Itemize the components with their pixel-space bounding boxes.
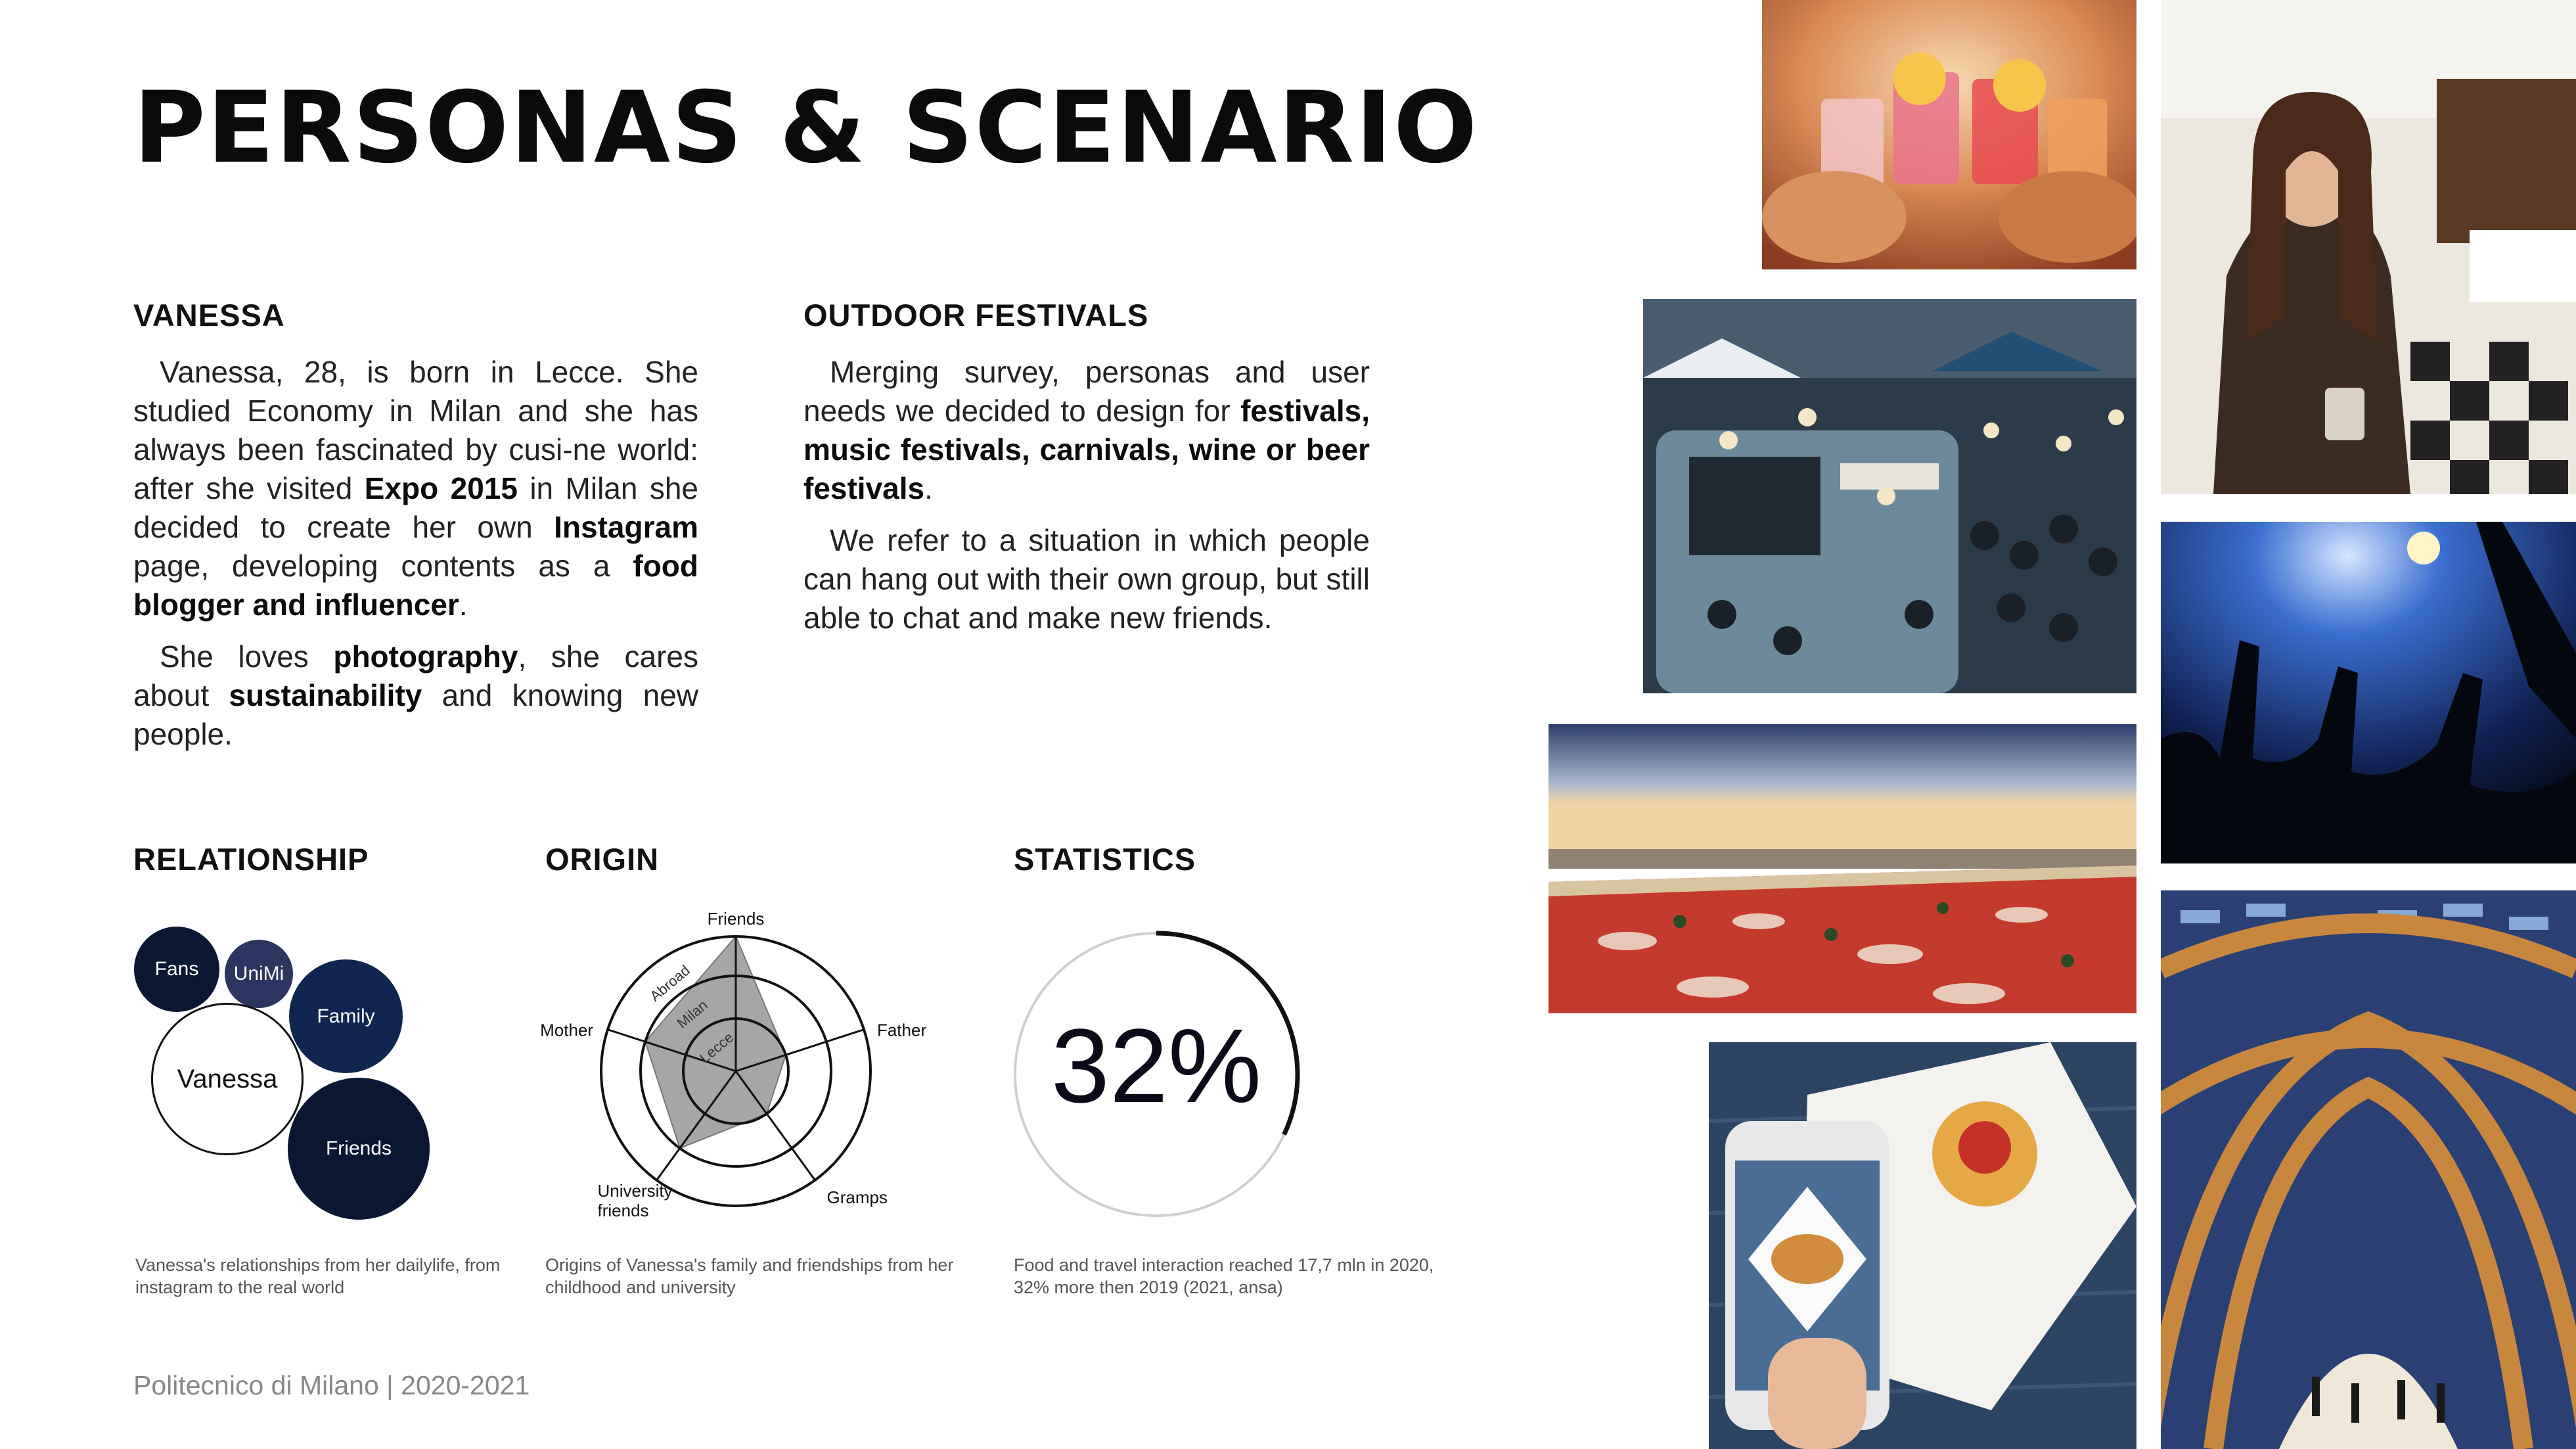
body-text: and knowing new people. xyxy=(133,678,698,751)
emphasis-text: festivals, music festivals, carnivals, w… xyxy=(803,394,1370,505)
statistics-caption: Food and travel interaction reached 17,7… xyxy=(1014,1255,1434,1297)
statistics-value: 32% xyxy=(1051,1007,1261,1124)
page-title: PERSONAS & SCENARIO xyxy=(133,71,1479,185)
bubble-family: Family xyxy=(289,959,403,1073)
persona-paragraph-2: She loves photography, she cares about s… xyxy=(133,637,698,754)
cafe-portrait-photo xyxy=(2161,0,2576,494)
radar-axis-label: Friends xyxy=(708,909,765,929)
scenario-heading: OUTDOOR FESTIVALS xyxy=(803,298,1149,333)
progress-arc xyxy=(1156,931,1300,1136)
radar-axis-label: Gramps xyxy=(826,1187,887,1207)
statistics-progress-ring: 32% xyxy=(1014,931,1300,1217)
origin-radar-chart: AbroadMilanLecceFriendsFatherGrampsUnive… xyxy=(540,909,926,1220)
bubble-vanessa: Vanessa xyxy=(151,1003,304,1155)
origin-heading: ORIGIN xyxy=(545,842,660,877)
emphasis-text: food blogger and influencer xyxy=(133,549,698,622)
radar-spoke xyxy=(607,1028,736,1072)
relationship-heading: RELATIONSHIP xyxy=(133,842,369,877)
expo-pavilion-photo xyxy=(2161,890,2576,1449)
scenario-paragraph-2: We refer to a situation in which people … xyxy=(803,521,1370,637)
bubble-unimi: UniMi xyxy=(225,940,293,1008)
body-text: Vanessa, 28, is born in Lecce. She studi… xyxy=(133,355,698,505)
persona-heading: VANESSA xyxy=(133,298,285,333)
radar-spoke xyxy=(734,1070,816,1181)
scenario-paragraph-1: Merging survey, personas and user needs … xyxy=(803,353,1370,508)
body-text: page, developing contents as a xyxy=(133,549,633,583)
radar-axis-label: University friends xyxy=(598,1181,673,1220)
body-text: She loves xyxy=(160,639,334,674)
scenario-description: Merging survey, personas and user needs … xyxy=(803,353,1370,651)
body-text: . xyxy=(924,471,933,505)
persona-paragraph-1: Vanessa, 28, is born in Lecce. She studi… xyxy=(133,353,698,624)
emphasis-text: Instagram xyxy=(554,510,698,544)
body-text: in Milan she decided to create her own xyxy=(133,471,699,544)
persona-description: Vanessa, 28, is born in Lecce. She studi… xyxy=(133,353,698,767)
body-text: . xyxy=(459,587,468,622)
body-text: We refer to a situation in which people … xyxy=(803,523,1370,635)
giant-pizza-seafront-photo xyxy=(1548,724,2136,1013)
phone-burger-photo xyxy=(1709,1042,2136,1449)
radar-axis-label: Mother xyxy=(540,1021,593,1040)
cocktails-photo xyxy=(1762,0,2136,269)
concert-crowd-photo xyxy=(2161,522,2576,863)
statistics-heading: STATISTICS xyxy=(1014,842,1196,877)
emphasis-text: Expo 2015 xyxy=(364,471,518,505)
relationship-bubble-chart: Fans UniMi Family Vanessa Friends xyxy=(131,920,440,1229)
footer-institution: Politecnico di Milano | 2020-2021 xyxy=(133,1370,530,1400)
bubble-friends: Friends xyxy=(288,1078,430,1220)
origin-caption: Origins of Vanessa's family and friendsh… xyxy=(545,1255,954,1297)
body-text: , she cares about xyxy=(133,639,698,712)
radar-axis-label: Father xyxy=(877,1021,926,1040)
bubble-fans: Fans xyxy=(134,927,219,1012)
origin-area xyxy=(644,935,787,1149)
food-truck-festival-photo xyxy=(1643,299,2136,693)
emphasis-text: photography xyxy=(333,639,518,674)
radar-spoke xyxy=(656,1070,737,1181)
relationship-caption: Vanessa's relationships from her dailyli… xyxy=(135,1255,501,1297)
body-text: Merging survey, personas and user needs … xyxy=(803,355,1370,428)
emphasis-text: sustainability xyxy=(229,678,422,712)
radar-spoke xyxy=(735,1028,865,1072)
